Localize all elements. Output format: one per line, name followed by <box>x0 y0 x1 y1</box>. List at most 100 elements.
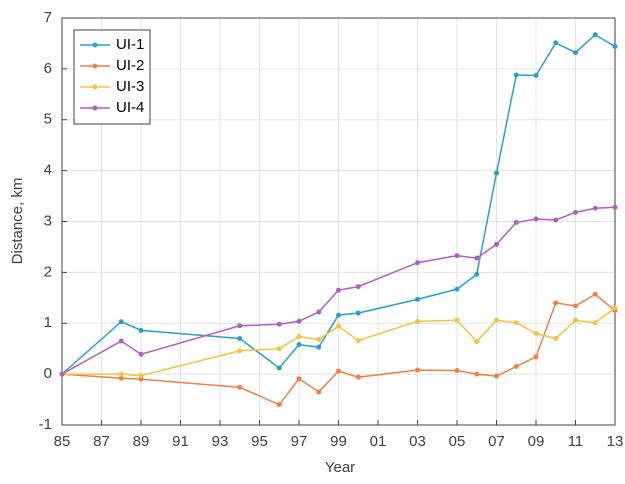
data-point <box>138 327 144 333</box>
data-point <box>612 204 618 210</box>
legend-marker <box>92 63 98 69</box>
legend-label: UI-4 <box>116 99 144 116</box>
legend-marker <box>92 105 98 111</box>
data-point <box>138 351 144 357</box>
y-tick-label: -1 <box>39 416 52 433</box>
data-point <box>296 318 302 324</box>
data-point <box>454 286 460 292</box>
data-point <box>276 321 282 327</box>
legend-marker <box>92 84 98 90</box>
data-point <box>276 365 282 371</box>
legend-marker <box>92 42 98 48</box>
data-point <box>237 323 243 329</box>
data-point <box>415 318 420 324</box>
data-point <box>454 253 460 259</box>
data-point <box>553 300 559 306</box>
data-point <box>118 371 124 377</box>
data-point <box>513 320 519 326</box>
x-tick-label: 07 <box>488 433 505 450</box>
data-point <box>553 336 559 342</box>
data-point <box>513 220 519 226</box>
data-point <box>474 271 480 277</box>
x-tick-label: 85 <box>54 433 71 450</box>
y-tick-label: 6 <box>44 60 52 77</box>
data-point <box>553 217 559 223</box>
data-point <box>316 309 322 315</box>
data-point <box>118 319 124 325</box>
legend-label: UI-2 <box>116 57 144 74</box>
data-point <box>276 346 282 352</box>
x-tick-label: 89 <box>133 433 150 450</box>
data-point <box>513 72 519 78</box>
data-point <box>474 339 480 345</box>
x-tick-label: 03 <box>409 433 426 450</box>
data-point <box>296 342 302 348</box>
y-tick-label: 3 <box>44 212 52 229</box>
data-point <box>296 376 302 382</box>
data-point <box>573 209 578 215</box>
x-axis-label: Year <box>325 459 355 476</box>
y-tick-label: 0 <box>44 365 52 382</box>
y-tick-label: 1 <box>44 314 52 331</box>
x-tick-label: 95 <box>251 433 268 450</box>
x-tick-label: 91 <box>172 433 189 450</box>
data-point <box>533 216 539 222</box>
data-point <box>237 348 243 354</box>
x-tick-label: 87 <box>93 433 110 450</box>
data-point <box>118 375 124 381</box>
data-point <box>513 363 519 369</box>
data-point <box>494 170 499 176</box>
legend-label: UI-3 <box>116 78 144 95</box>
x-tick-label: 05 <box>449 433 466 450</box>
data-point <box>415 260 420 266</box>
data-point <box>474 371 480 377</box>
data-point <box>533 330 539 336</box>
data-point <box>336 323 341 329</box>
legend-label: UI-1 <box>116 36 144 53</box>
data-point <box>336 368 341 374</box>
x-tick-label: 09 <box>528 433 545 450</box>
data-point <box>592 205 598 211</box>
x-tick-label: 97 <box>291 433 308 450</box>
plot-frame <box>61 17 616 426</box>
x-tick-label: 01 <box>370 433 387 450</box>
data-point <box>415 367 420 373</box>
data-point <box>533 354 539 360</box>
y-tick-label: 4 <box>44 162 52 179</box>
x-tick-label: 99 <box>330 433 347 450</box>
data-point <box>276 402 282 408</box>
y-tick-label: 5 <box>44 111 52 128</box>
data-point <box>138 376 144 382</box>
data-point <box>316 389 322 395</box>
data-point <box>454 368 460 374</box>
data-point <box>612 43 618 49</box>
data-point <box>454 317 460 323</box>
data-point <box>494 373 499 379</box>
data-point <box>355 374 361 380</box>
data-point <box>138 373 144 379</box>
data-point <box>355 310 361 316</box>
y-tick-label: 7 <box>44 9 52 26</box>
data-point <box>355 338 361 344</box>
data-point <box>592 32 598 38</box>
data-point <box>237 384 243 390</box>
data-point <box>494 317 499 323</box>
data-point <box>592 320 598 326</box>
data-point <box>573 50 578 56</box>
data-point <box>415 296 420 302</box>
data-point <box>573 303 578 309</box>
y-axis-label: Distance, km <box>9 178 26 265</box>
data-point <box>612 305 618 311</box>
data-point <box>355 284 361 290</box>
data-point <box>237 336 243 342</box>
data-point <box>573 317 578 323</box>
data-point <box>474 255 480 261</box>
x-tick-label: 13 <box>607 433 624 450</box>
x-tick-label: 93 <box>212 433 229 450</box>
data-point <box>118 338 124 344</box>
data-point <box>553 40 559 46</box>
data-point <box>592 291 598 297</box>
data-point <box>336 312 341 318</box>
data-point <box>316 337 322 343</box>
data-point <box>316 344 322 350</box>
